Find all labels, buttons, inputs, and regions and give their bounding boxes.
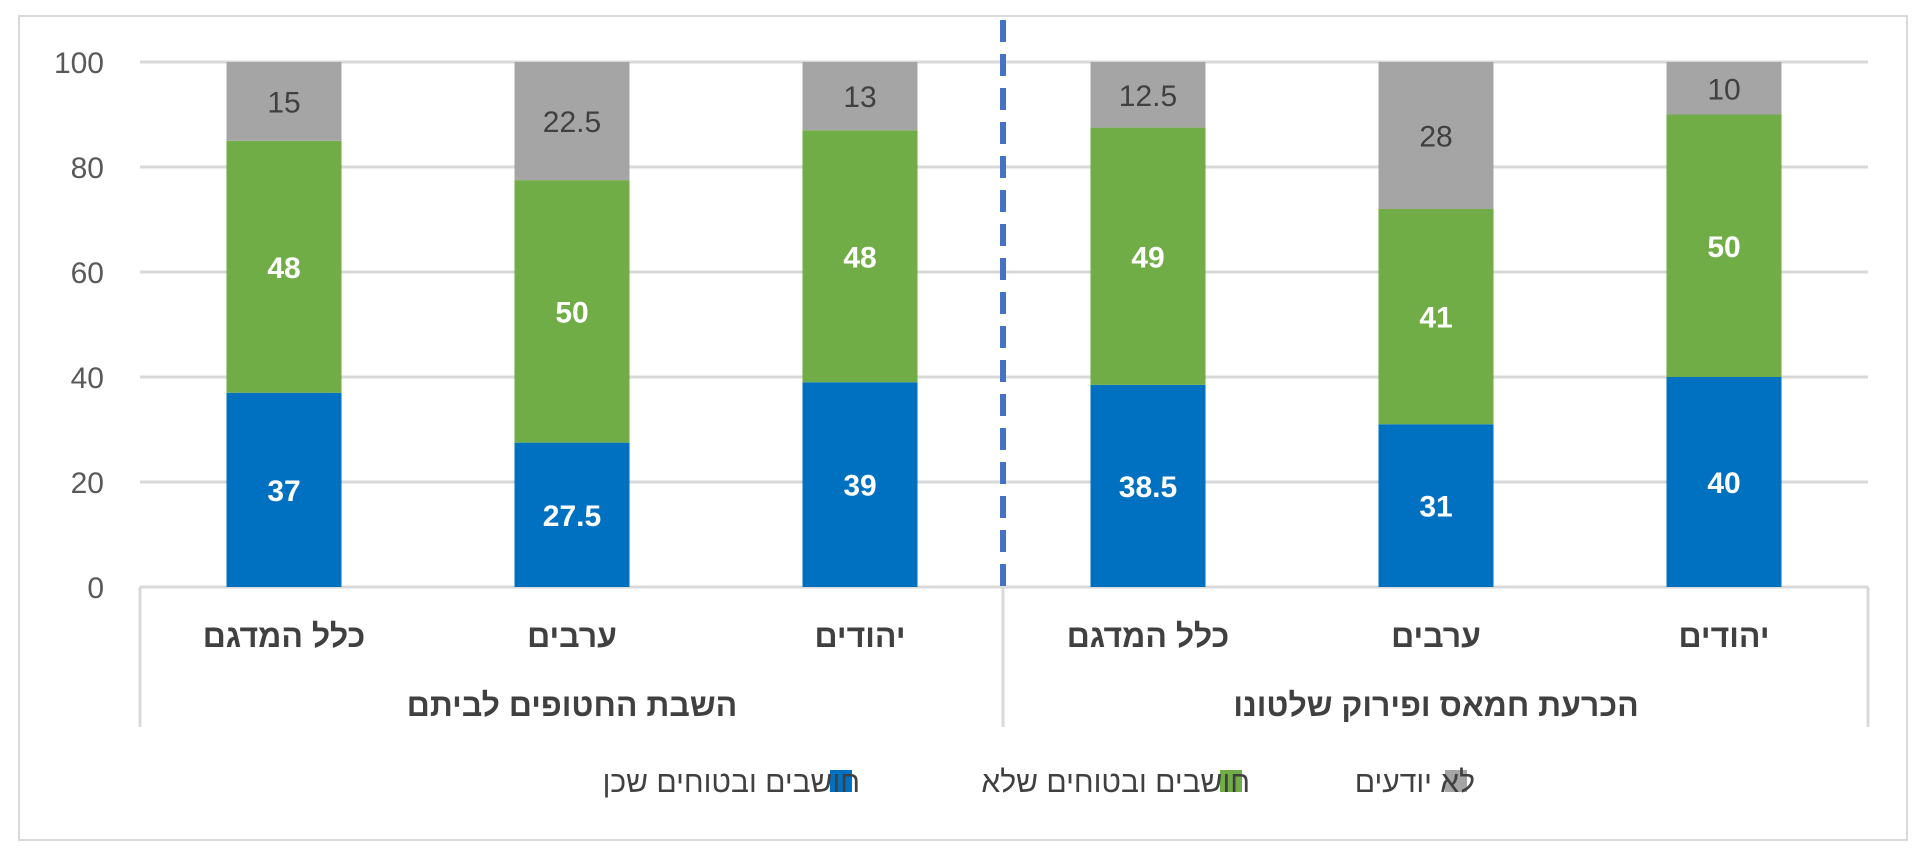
bar-segment — [226, 392, 342, 587]
data-label: 41 — [1419, 302, 1452, 335]
bar-segment — [802, 130, 918, 383]
bar-segment — [1090, 62, 1206, 128]
data-label: 48 — [843, 241, 876, 274]
data-label: 27.5 — [543, 500, 601, 533]
bar-segment — [1378, 424, 1494, 587]
data-label: 49 — [1131, 241, 1164, 274]
bar-segment — [514, 180, 630, 443]
y-tick-label: 0 — [87, 572, 104, 605]
legend-label: חושבים ובטוחים שלא — [981, 766, 1250, 799]
bar-segment — [226, 140, 342, 393]
y-tick-label: 80 — [71, 152, 104, 185]
bar-segment — [802, 62, 918, 131]
bar-segment — [1666, 62, 1782, 115]
bar-segment — [514, 62, 630, 181]
legend-swatch — [1220, 770, 1242, 792]
category-label: ערבים — [1391, 618, 1481, 654]
data-label: 12.5 — [1119, 80, 1177, 113]
group-label: השבת החטופים לביתם — [407, 687, 737, 723]
legend-label: לא יודעים — [1355, 766, 1475, 799]
category-label: יהודים — [815, 618, 906, 654]
data-label: 37 — [267, 475, 300, 508]
data-label: 50 — [1707, 231, 1740, 264]
y-tick-label: 100 — [54, 47, 104, 80]
bar-segment — [1090, 384, 1206, 587]
data-label: 15 — [267, 86, 300, 119]
bar-segment — [1090, 127, 1206, 385]
bar-segment — [802, 382, 918, 587]
legend-swatch — [1445, 770, 1467, 792]
data-label: 22.5 — [543, 106, 601, 139]
data-label: 39 — [843, 470, 876, 503]
data-label: 40 — [1707, 467, 1740, 500]
bar-segment — [226, 62, 342, 141]
bar-segment — [514, 442, 630, 587]
data-label: 31 — [1419, 491, 1452, 524]
bar-segment — [1666, 114, 1782, 377]
data-label: 50 — [555, 296, 588, 329]
bar-segment — [1378, 209, 1494, 425]
category-label: יהודים — [1679, 618, 1770, 654]
bar-segment — [1666, 377, 1782, 587]
data-label: 38.5 — [1119, 471, 1177, 504]
category-label: כלל המדגם — [203, 618, 366, 654]
legend-label: חושבים ובטוחים שכן — [603, 766, 860, 799]
group-label: הכרעת חמאס ופירוק שלטונו — [1233, 687, 1638, 723]
category-label: כלל המדגם — [1067, 618, 1230, 654]
data-label: 28 — [1419, 121, 1452, 154]
y-tick-label: 60 — [71, 257, 104, 290]
legend-swatch — [830, 770, 852, 792]
y-tick-label: 20 — [71, 467, 104, 500]
bar-segment — [1378, 62, 1494, 209]
category-label: ערבים — [527, 618, 617, 654]
data-label: 48 — [267, 252, 300, 285]
y-tick-label: 40 — [71, 362, 104, 395]
data-label: 10 — [1707, 73, 1740, 106]
data-label: 13 — [843, 81, 876, 114]
